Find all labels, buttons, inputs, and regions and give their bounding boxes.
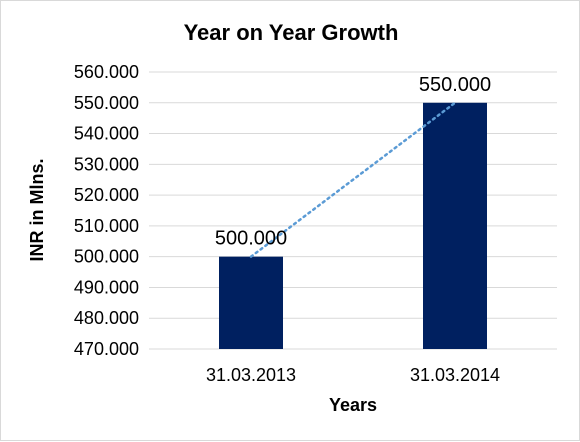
bars [219, 102, 487, 350]
y-tick-label: 550.000 [74, 93, 139, 113]
y-tick-label: 490.000 [74, 277, 139, 297]
x-tick-label: 31.03.2014 [410, 365, 500, 385]
x-axis-label: Years [329, 395, 377, 415]
y-tick-label: 560.000 [74, 62, 139, 82]
y-tick-labels: 470.000 480.000 490.000 500.000 510.000 520.0… [74, 62, 139, 359]
data-labels: 500.000 550.000 [215, 74, 491, 250]
y-tick-label: 540.000 [74, 124, 139, 144]
chart-title: Year on Year Growth [184, 20, 399, 45]
bar [423, 102, 487, 350]
bar [219, 256, 283, 349]
trendline [249, 101, 457, 258]
gridlines [149, 71, 557, 350]
y-tick-label: 470.000 [74, 339, 139, 359]
data-label: 550.000 [419, 74, 491, 96]
y-tick-label: 510.000 [74, 216, 139, 236]
x-tick-labels: 31.03.2013 31.03.2014 [206, 365, 500, 385]
y-tick-label: 530.000 [74, 154, 139, 174]
y-axis-label: INR in Mlns. [27, 159, 47, 262]
x-tick-label: 31.03.2013 [206, 365, 296, 385]
y-tick-label: 480.000 [74, 308, 139, 328]
y-tick-label: 520.000 [74, 185, 139, 205]
data-label: 500.000 [215, 228, 287, 250]
y-tick-label: 500.000 [74, 247, 139, 267]
trendline-group [249, 101, 457, 258]
